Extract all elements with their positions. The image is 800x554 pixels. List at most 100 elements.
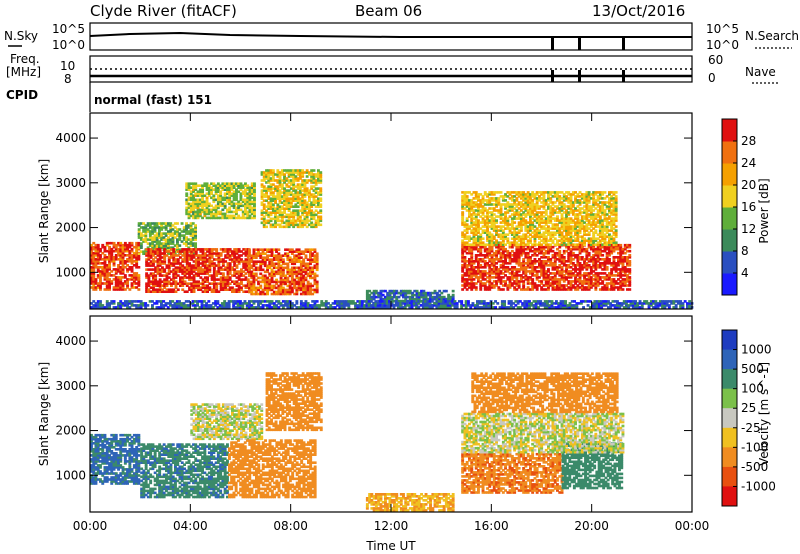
data-cell: [92, 262, 96, 265]
data-cell: [181, 248, 185, 251]
data-cell: [294, 171, 298, 174]
data-cell: [96, 247, 100, 251]
data-cell: [151, 240, 155, 243]
data-cell: [90, 260, 93, 263]
data-cell: [535, 247, 539, 251]
data-cell: [185, 250, 189, 253]
data-cell: [250, 290, 254, 294]
data-cell: [212, 290, 216, 293]
data-cell: [411, 293, 414, 297]
data-cell: [244, 278, 248, 281]
data-cell: [556, 284, 559, 287]
data-cell: [580, 282, 584, 285]
data-cell: [274, 217, 277, 221]
data-cell: [253, 200, 256, 204]
data-cell: [508, 268, 512, 271]
data-cell: [281, 254, 285, 257]
data-cell: [270, 258, 274, 261]
data-cell: [248, 252, 251, 255]
data-cell: [224, 276, 228, 279]
data-cell: [580, 249, 584, 253]
data-cell: [486, 286, 489, 289]
noise-panel: N.Sky 10^5 10^0 10^5 10^0 N.Search: [4, 22, 799, 52]
data-cell: [217, 278, 221, 281]
data-cell: [153, 236, 157, 239]
data-cell: [286, 288, 290, 292]
data-cell: [549, 276, 553, 279]
data-cell: [185, 282, 189, 285]
data-cell: [576, 272, 580, 275]
data-cell: [301, 189, 305, 192]
data-cell: [556, 286, 559, 289]
data-cell: [215, 252, 219, 255]
data-cell: [499, 254, 503, 257]
data-cell: [313, 254, 317, 257]
data-cell: [519, 288, 523, 291]
data-cell: [96, 268, 100, 271]
data-cell: [210, 276, 214, 279]
data-cell: [306, 250, 310, 253]
data-cell: [558, 266, 562, 269]
data-cell: [212, 196, 216, 200]
data-cell: [522, 286, 526, 289]
data-cell: [486, 254, 489, 257]
data-cell: [130, 278, 134, 281]
data-cell: [121, 254, 125, 257]
data-cell: [172, 278, 176, 281]
data-cell: [560, 276, 564, 279]
freq-label-line2: [MHz]: [6, 65, 41, 79]
data-cell: [147, 276, 151, 279]
data-cell: [210, 278, 214, 281]
data-cell: [474, 247, 478, 251]
data-cell: [246, 278, 250, 281]
data-cell: [470, 251, 474, 255]
data-cell: [280, 185, 284, 188]
data-cell: [171, 242, 175, 245]
data-cell: [196, 202, 200, 206]
data-cell: [101, 243, 105, 247]
data-cell: [123, 276, 127, 279]
data-cell: [313, 290, 317, 294]
data-cell: [271, 209, 275, 212]
data-cell: [126, 280, 129, 283]
data-cell: [128, 258, 132, 261]
data-cell: [277, 288, 281, 292]
data-cell: [165, 274, 169, 277]
data-cell: [206, 248, 209, 251]
data-cell: [187, 202, 191, 206]
data-cell: [513, 256, 517, 259]
data-cell: [277, 258, 281, 261]
data-cell: [156, 262, 160, 265]
data-cell: [224, 282, 228, 285]
data-cell: [301, 207, 305, 210]
data-cell: [504, 284, 507, 287]
data-cell: [281, 270, 285, 274]
data-cell: [244, 276, 248, 279]
data-cell: [241, 184, 245, 187]
data-cell: [261, 262, 265, 266]
data-cell: [210, 214, 213, 218]
data-cell: [280, 173, 284, 176]
data-cell: [299, 292, 303, 296]
data-cell: [544, 249, 548, 253]
data-cell: [241, 216, 245, 220]
data-cell: [529, 266, 532, 269]
data-cell: [314, 181, 318, 184]
data-cell: [252, 278, 256, 282]
data-cell: [121, 282, 125, 285]
data-cell: [181, 268, 185, 271]
data-cell: [278, 215, 282, 219]
data-cell: [481, 266, 485, 269]
data-cell: [269, 213, 273, 217]
data-cell: [145, 286, 149, 289]
data-cell: [486, 272, 489, 275]
data-cell: [173, 222, 177, 225]
data-cell: [533, 274, 537, 277]
data-cell: [499, 276, 503, 279]
data-cell: [556, 251, 559, 255]
data-cell: [479, 247, 483, 251]
data-cell: [272, 266, 276, 270]
data-cell: [542, 260, 546, 263]
data-cell: [197, 268, 200, 271]
data-cell: [126, 254, 129, 257]
